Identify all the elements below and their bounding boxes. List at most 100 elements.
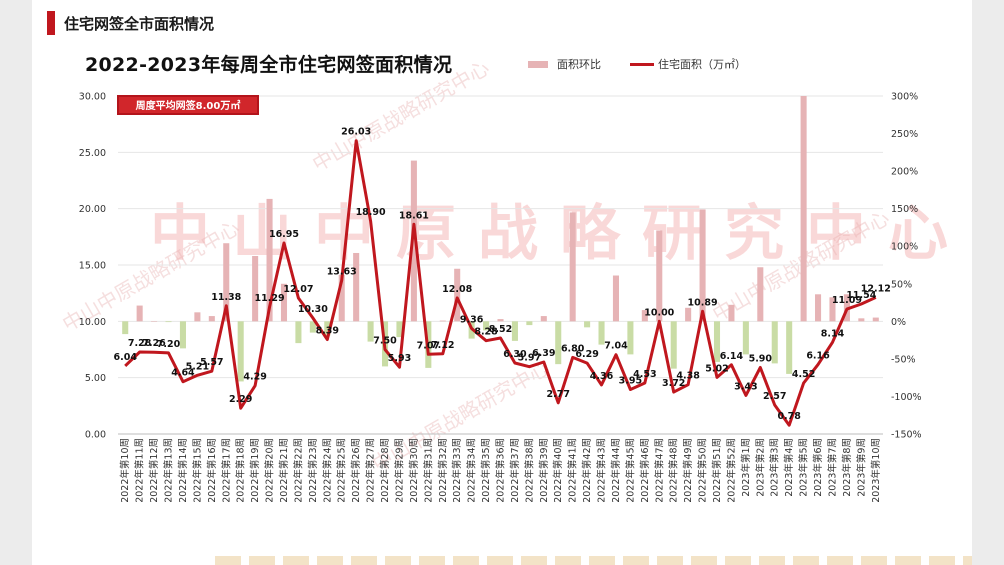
area-data-label: 6.16 bbox=[806, 351, 830, 362]
mom-bar bbox=[223, 243, 230, 322]
mom-bar bbox=[309, 321, 316, 333]
x-axis-tick-label: 2023年第3周 bbox=[769, 438, 781, 497]
legend-line-label: 住宅面积（万㎡） bbox=[658, 58, 746, 71]
area-data-label: 8.39 bbox=[316, 325, 339, 336]
mom-bar bbox=[800, 96, 807, 322]
area-data-label: 2.77 bbox=[547, 389, 570, 400]
mom-bar bbox=[555, 321, 562, 365]
left-axis-tick-label: 10.00 bbox=[79, 317, 106, 328]
x-axis-tick-label: 2022年第32周 bbox=[437, 438, 449, 503]
area-data-label: 4.52 bbox=[792, 369, 815, 380]
area-data-label: 4.53 bbox=[633, 369, 656, 380]
right-axis-tick-label: 250% bbox=[891, 129, 918, 140]
x-axis-tick-label: 2022年第51周 bbox=[711, 438, 723, 503]
chart-title: 2022-2023年每周全市住宅网签面积情况 bbox=[85, 54, 453, 76]
area-data-label: 12.08 bbox=[442, 284, 472, 295]
x-axis-tick-label: 2022年第52周 bbox=[725, 438, 737, 503]
mom-bar bbox=[179, 321, 186, 349]
right-axis-tick-label: -100% bbox=[891, 392, 922, 403]
mom-bar bbox=[685, 307, 692, 322]
area-data-label: 5.90 bbox=[749, 354, 773, 365]
area-data-label: 10.30 bbox=[298, 304, 328, 315]
mom-bar bbox=[858, 318, 865, 322]
area-data-label: 6.04 bbox=[113, 352, 137, 363]
x-axis-tick-label: 2022年第38周 bbox=[523, 438, 535, 503]
right-axis-tick-label: 300% bbox=[891, 92, 918, 103]
mom-bar bbox=[151, 321, 158, 322]
x-axis-tick-label: 2022年第44周 bbox=[610, 438, 622, 503]
x-axis-tick-label: 2022年第26周 bbox=[350, 438, 362, 503]
left-axis-tick-label: 25.00 bbox=[79, 148, 106, 159]
left-axis-tick-label: 15.00 bbox=[79, 261, 106, 272]
x-axis-tick-label: 2022年第24周 bbox=[321, 438, 333, 503]
area-data-label: 16.95 bbox=[269, 229, 299, 240]
x-axis-tick-label: 2022年第14周 bbox=[177, 438, 189, 503]
area-data-label: 7.28 bbox=[128, 338, 152, 349]
mom-bar bbox=[136, 305, 143, 322]
x-axis-tick-label: 2023年第10周 bbox=[870, 438, 882, 503]
mom-bar bbox=[237, 321, 244, 382]
right-axis-tick-label: -50% bbox=[891, 354, 916, 365]
mom-bar bbox=[771, 321, 778, 364]
area-data-label: 11.29 bbox=[255, 293, 285, 304]
slide-panel bbox=[32, 0, 972, 565]
x-axis-tick-label: 2023年第5周 bbox=[798, 438, 810, 497]
x-axis-tick-label: 2022年第19周 bbox=[249, 438, 261, 503]
area-data-label: 12.12 bbox=[861, 283, 891, 294]
x-axis-tick-label: 2022年第21周 bbox=[278, 438, 290, 503]
x-axis-tick-label: 2022年第16周 bbox=[206, 438, 218, 503]
area-data-label: 8.52 bbox=[489, 324, 512, 335]
area-data-label: 4.36 bbox=[590, 371, 614, 382]
area-data-label: 4.38 bbox=[676, 371, 700, 382]
area-data-label: 7.20 bbox=[157, 339, 181, 350]
mom-bar bbox=[829, 297, 836, 322]
x-axis-tick-label: 2022年第46周 bbox=[639, 438, 651, 503]
mom-bar bbox=[670, 321, 677, 369]
mom-bar bbox=[540, 316, 547, 322]
area-data-label: 5.97 bbox=[518, 353, 541, 364]
x-axis-tick-label: 2023年第8周 bbox=[841, 438, 853, 497]
x-axis-tick-label: 2022年第31周 bbox=[422, 438, 434, 503]
x-axis-tick-label: 2023年第2周 bbox=[754, 438, 766, 497]
mom-bar bbox=[324, 321, 331, 336]
x-axis-tick-label: 2022年第37周 bbox=[509, 438, 521, 503]
mom-bar bbox=[742, 321, 749, 355]
left-axis-tick-label: 5.00 bbox=[85, 373, 106, 384]
area-data-label: 11.09 bbox=[832, 295, 862, 306]
legend-line-swatch bbox=[630, 63, 654, 66]
header-accent-bar bbox=[47, 11, 55, 35]
x-axis-tick-label: 2022年第43周 bbox=[596, 438, 608, 503]
area-data-label: 6.30 bbox=[503, 349, 527, 360]
x-axis-tick-label: 2022年第30周 bbox=[408, 438, 420, 503]
mom-bar bbox=[454, 268, 461, 322]
mom-bar bbox=[699, 209, 706, 322]
area-data-label: 10.89 bbox=[688, 297, 718, 308]
x-axis-tick-label: 2022年第29周 bbox=[393, 438, 405, 503]
area-data-label: 13.63 bbox=[327, 266, 357, 277]
mom-bar bbox=[786, 321, 793, 374]
right-axis-tick-label: 100% bbox=[891, 242, 918, 253]
x-axis-tick-label: 2022年第11周 bbox=[134, 438, 146, 503]
mom-bar bbox=[656, 230, 663, 322]
area-line bbox=[124, 139, 877, 427]
x-axis-tick-label: 2022年第20周 bbox=[264, 438, 276, 503]
area-data-label: 6.80 bbox=[561, 343, 585, 354]
area-data-label: 7.04 bbox=[604, 341, 628, 352]
mom-bar bbox=[612, 275, 620, 322]
x-axis-tick-label: 2022年第36周 bbox=[495, 438, 507, 503]
mom-bar bbox=[165, 321, 172, 323]
area-data-label: 8.28 bbox=[474, 327, 498, 338]
mom-bar bbox=[338, 274, 345, 322]
x-axis-tick-label: 2022年第13周 bbox=[163, 438, 175, 503]
area-data-label: 7.26 bbox=[142, 338, 166, 349]
x-axis-tick-label: 2022年第41周 bbox=[567, 438, 579, 503]
mom-bar bbox=[266, 198, 273, 322]
mom-bar bbox=[410, 160, 417, 322]
x-axis-tick-label: 2022年第39周 bbox=[538, 438, 550, 503]
mom-bar bbox=[757, 267, 764, 322]
header-title: 住宅网签全市面积情况 bbox=[64, 15, 215, 33]
x-axis-tick-label: 2022年第15周 bbox=[191, 438, 203, 503]
x-axis-tick-label: 2022年第22周 bbox=[292, 438, 304, 503]
mom-bar bbox=[569, 212, 576, 322]
